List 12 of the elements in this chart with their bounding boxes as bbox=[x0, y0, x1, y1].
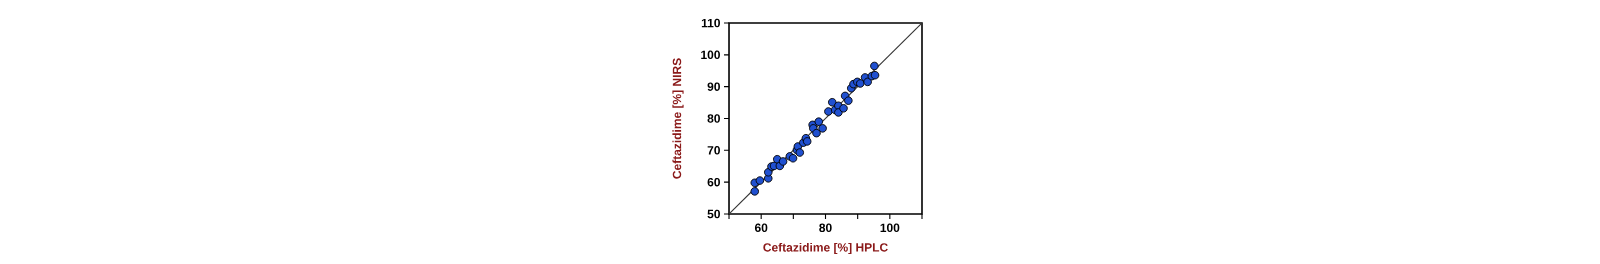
x-tick-label: 80 bbox=[819, 223, 832, 233]
y-tick-label: 90 bbox=[707, 82, 720, 91]
x-axis-title: Ceftazidime [%] HPLC bbox=[763, 242, 888, 255]
y-tick-label: 70 bbox=[707, 146, 720, 155]
x-tick-label: 100 bbox=[880, 223, 900, 233]
y-tick-label: 80 bbox=[707, 114, 720, 123]
y-axis-title: Ceftazidime [%] NIRS bbox=[672, 58, 684, 179]
y-tick-label: 50 bbox=[707, 209, 720, 219]
y-tick-label: 60 bbox=[707, 177, 720, 187]
x-tick-label: 60 bbox=[754, 223, 768, 233]
y-tick-label: 110 bbox=[701, 18, 720, 28]
y-tick-label: 100 bbox=[701, 50, 720, 60]
